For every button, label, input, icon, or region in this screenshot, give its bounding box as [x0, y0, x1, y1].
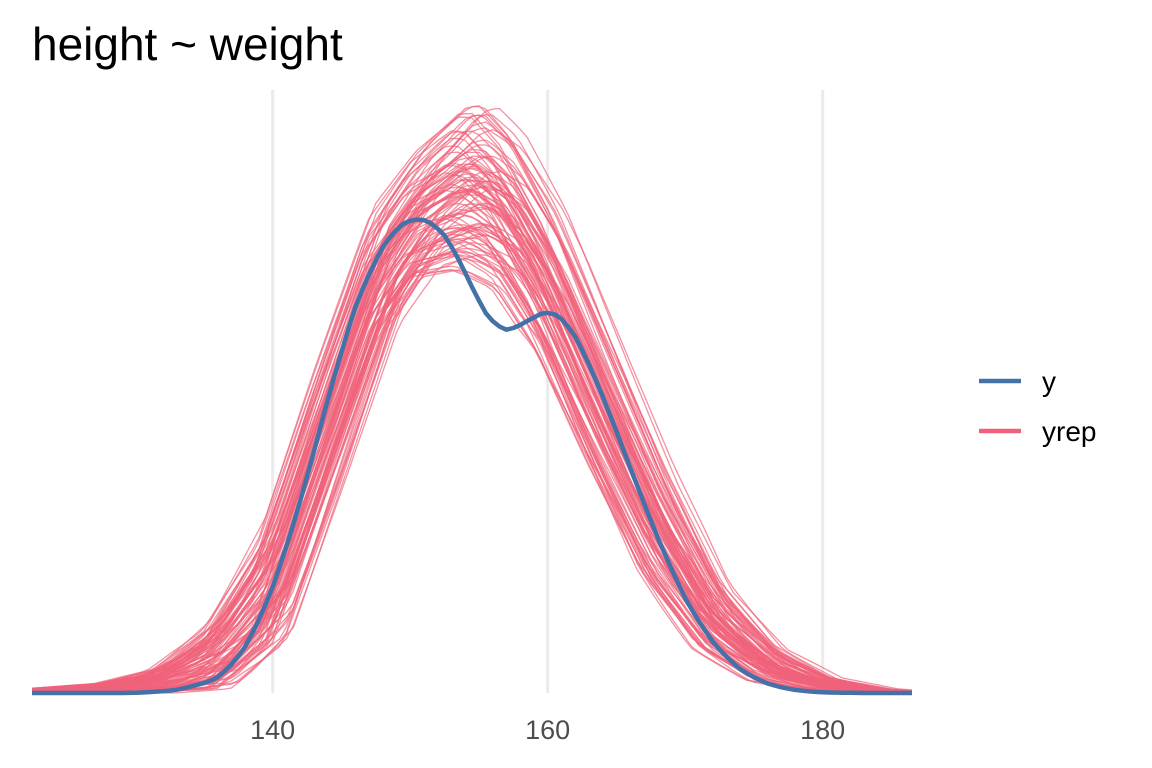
yrep-line	[31, 196, 912, 693]
yrep-line	[31, 204, 913, 693]
legend-label-yrep: yrep	[1042, 416, 1096, 447]
yrep-line	[32, 269, 912, 694]
yrep-line	[32, 254, 912, 694]
yrep-line	[31, 238, 912, 694]
yrep-line	[32, 254, 912, 694]
yrep-line	[32, 247, 912, 694]
yrep-line	[31, 238, 912, 694]
yrep-line	[31, 183, 912, 693]
yrep-line	[31, 112, 912, 693]
legend-label-y: y	[1042, 366, 1056, 397]
yrep-line	[31, 233, 912, 694]
yrep-line	[31, 227, 912, 694]
yrep-line	[32, 241, 913, 694]
yrep-line	[32, 222, 913, 693]
yrep-line	[31, 168, 913, 693]
yrep-line	[31, 105, 913, 693]
x-axis-ticks: 140 160 180	[250, 715, 845, 745]
x-tick-label: 160	[525, 715, 570, 745]
yrep-line	[31, 226, 912, 694]
yrep-line	[31, 225, 913, 694]
yrep-line	[32, 129, 913, 692]
yrep-line	[31, 174, 912, 693]
yrep-line	[32, 269, 912, 694]
yrep-draws	[31, 105, 913, 694]
yrep-line	[32, 223, 913, 694]
yrep-line	[32, 265, 912, 694]
yrep-line	[31, 206, 913, 693]
yrep-line	[31, 163, 913, 693]
yrep-line	[32, 139, 913, 692]
yrep-line	[32, 269, 912, 694]
observed-y	[32, 217, 912, 696]
yrep-line	[32, 156, 913, 692]
yrep-line	[31, 189, 912, 693]
yrep-line	[31, 251, 912, 694]
yrep-line	[32, 234, 913, 694]
yrep-line	[31, 189, 912, 693]
chart-title: height ~ weight	[32, 18, 343, 70]
yrep-line	[31, 191, 912, 693]
yrep-line	[32, 226, 913, 694]
yrep-line	[32, 254, 912, 694]
yrep-line	[31, 250, 912, 694]
yrep-line	[31, 224, 913, 694]
yrep-line	[32, 237, 913, 694]
yrep-line	[31, 130, 912, 693]
yrep-line	[31, 193, 913, 693]
yrep-line	[31, 249, 912, 694]
yrep-line	[31, 190, 913, 693]
yrep-line	[31, 227, 913, 694]
yrep-line	[31, 127, 913, 692]
yrep-line	[32, 233, 913, 694]
legend: y yrep	[979, 366, 1096, 447]
yrep-line	[31, 131, 912, 693]
yrep-line	[31, 228, 913, 694]
y-line	[32, 217, 912, 696]
yrep-line	[31, 186, 913, 693]
yrep-line	[32, 121, 913, 692]
x-tick-label: 180	[800, 715, 845, 745]
yrep-line	[32, 208, 913, 693]
yrep-line	[31, 130, 913, 693]
x-tick-label: 140	[250, 715, 295, 745]
yrep-line	[32, 258, 913, 694]
yrep-line	[32, 253, 912, 694]
yrep-line	[31, 144, 913, 692]
yrep-line	[32, 185, 913, 693]
yrep-line	[32, 223, 913, 693]
yrep-line	[31, 167, 913, 693]
yrep-line	[31, 241, 912, 694]
yrep-line	[31, 137, 912, 693]
yrep-line	[32, 186, 913, 693]
yrep-line	[31, 105, 913, 692]
yrep-line	[32, 155, 913, 692]
